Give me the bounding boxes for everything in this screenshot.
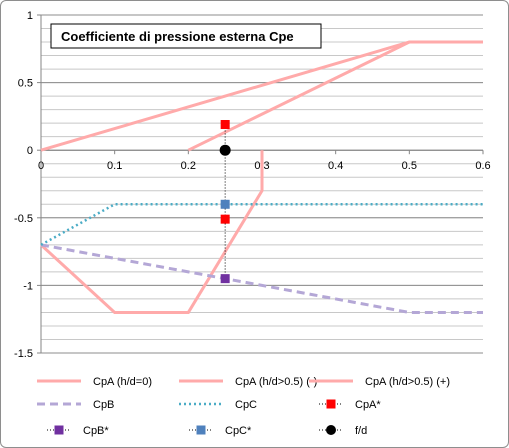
legend-label: CpA (h/d>0.5) (-) xyxy=(235,376,317,388)
legend-label: CpA* xyxy=(355,399,381,411)
legend-label: CpB* xyxy=(83,425,109,437)
legend-swatch xyxy=(326,399,336,409)
legend-label: CpC* xyxy=(225,425,252,437)
legend-label: CpB xyxy=(93,399,114,411)
legend-swatch xyxy=(196,425,206,435)
series-line xyxy=(40,243,483,314)
series-line xyxy=(39,150,264,314)
y-tick-label: -1 xyxy=(23,280,33,292)
chart-title: Coefficiente di pressione esterna Cpe xyxy=(61,29,294,44)
data-point xyxy=(220,214,230,224)
x-tick-label: 0.1 xyxy=(107,160,122,172)
data-point xyxy=(220,120,230,130)
legend-label: CpA (h/d>0.5) (+) xyxy=(365,376,450,388)
legend-label: f/d xyxy=(355,425,367,437)
y-tick-label: -0.5 xyxy=(14,213,33,225)
data-point xyxy=(220,274,230,284)
y-tick-label: 0 xyxy=(27,145,33,157)
data-point xyxy=(220,199,230,209)
legend-swatch xyxy=(326,425,336,435)
x-tick-label: 0.4 xyxy=(328,160,343,172)
x-tick-label: 0.6 xyxy=(475,160,490,172)
legend-label: CpA (h/d=0) xyxy=(93,376,152,388)
x-tick-label: 0 xyxy=(38,160,44,172)
data-point xyxy=(219,144,231,156)
x-tick-label: 0.5 xyxy=(402,160,417,172)
y-tick-label: -1.5 xyxy=(14,348,33,360)
y-tick-label: 0.5 xyxy=(18,78,33,90)
legend-label: CpC xyxy=(235,399,257,411)
legend-swatch xyxy=(54,425,64,435)
y-tick-label: 1 xyxy=(27,10,33,22)
chart-title-box xyxy=(50,23,322,49)
series-line xyxy=(187,40,410,152)
x-tick-label: 0.2 xyxy=(181,160,196,172)
series-line xyxy=(40,203,483,246)
